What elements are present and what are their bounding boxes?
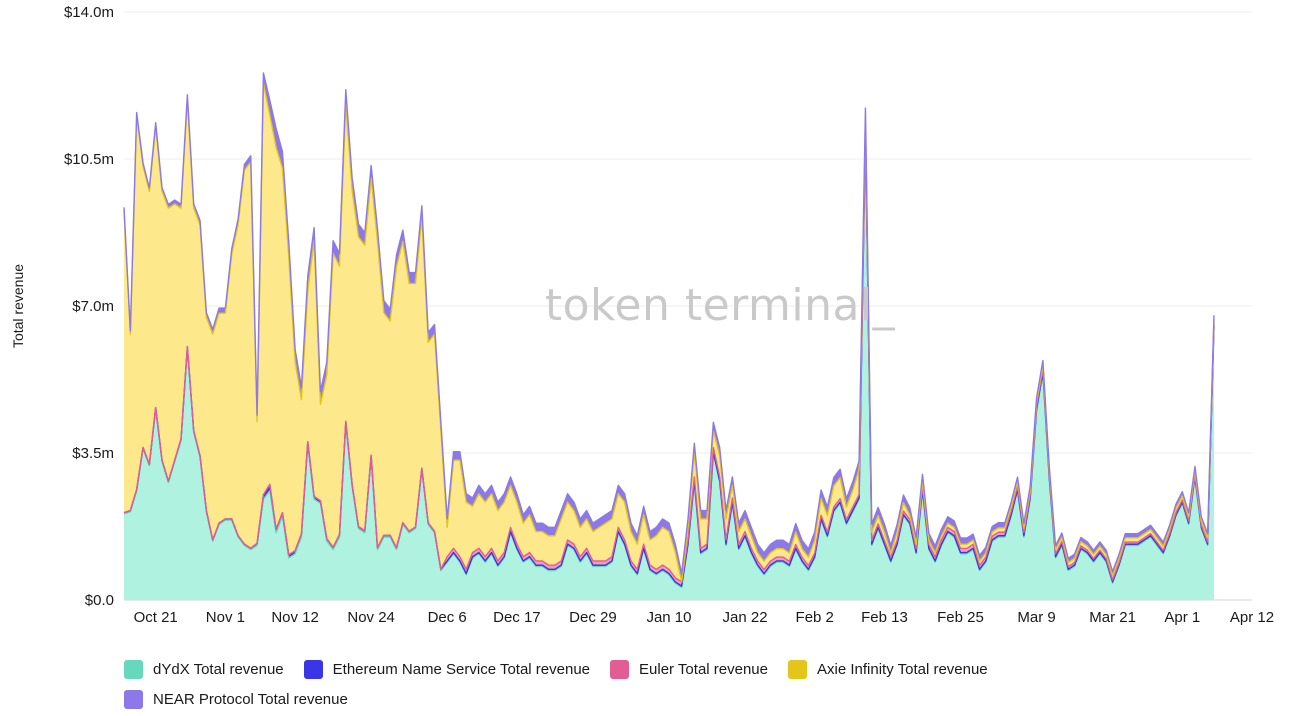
- legend-item[interactable]: Euler Total revenue: [610, 654, 768, 684]
- legend-item[interactable]: Axie Infinity Total revenue: [788, 654, 988, 684]
- x-tick-label: Mar 9: [1017, 609, 1055, 626]
- watermark-text: token terminal_: [545, 280, 896, 331]
- legend-item[interactable]: NEAR Protocol Total revenue: [124, 684, 348, 714]
- line-series-4: [123, 72, 1215, 575]
- legend-swatch: [124, 659, 143, 679]
- series-lines: [123, 72, 1215, 589]
- x-tick-label: Dec 17: [493, 609, 541, 626]
- x-tick-label: Feb 2: [796, 609, 834, 626]
- legend-label: Axie Infinity Total revenue: [817, 660, 988, 678]
- x-tick-label: Feb 25: [937, 609, 984, 626]
- legend-label: dYdX Total revenue: [153, 660, 284, 678]
- stacked-areas: [124, 72, 1214, 601]
- legend-item[interactable]: dYdX Total revenue: [124, 654, 284, 684]
- x-tick-label: Nov 24: [347, 609, 395, 626]
- x-tick-label: Jan 10: [646, 609, 691, 626]
- y-tick-label: $3.5m: [72, 445, 114, 462]
- x-tick-label: Dec 6: [428, 609, 467, 626]
- x-tick-label: Mar 21: [1089, 609, 1136, 626]
- legend-label: Euler Total revenue: [639, 660, 768, 678]
- legend-label: NEAR Protocol Total revenue: [153, 690, 348, 708]
- legend-label: Ethereum Name Service Total revenue: [332, 660, 591, 678]
- x-tick-label: Apr 12: [1230, 609, 1274, 626]
- y-tick-label: $10.5m: [64, 151, 114, 168]
- area-series-0: [124, 133, 1214, 601]
- x-tick-label: Oct 21: [134, 609, 178, 626]
- x-tick-label: Jan 22: [723, 609, 768, 626]
- legend-swatch: [788, 659, 807, 679]
- y-tick-label: $14.0m: [64, 4, 114, 21]
- chart-legend: dYdX Total revenue Ethereum Name Service …: [124, 654, 1124, 714]
- y-tick-label: $0.0: [85, 592, 114, 609]
- y-tick-label: $7.0m: [72, 298, 114, 315]
- x-tick-label: Dec 29: [569, 609, 617, 626]
- x-tick-label: Nov 1: [206, 609, 245, 626]
- legend-swatch: [303, 659, 323, 679]
- x-tick-label: Apr 1: [1164, 609, 1200, 626]
- y-axis-ticks: $0.0 $3.5m $7.0m $10.5m $14.0m: [64, 4, 114, 609]
- legend-item[interactable]: Ethereum Name Service Total revenue: [303, 654, 591, 684]
- legend-swatch: [610, 659, 630, 679]
- y-axis-title: Total revenue: [10, 264, 26, 348]
- area-series-3: [124, 83, 1214, 582]
- revenue-area-chart: $0.0 $3.5m $7.0m $10.5m $14.0m Oct 21 Nov 1 No…: [10, 4, 1275, 626]
- x-tick-label: Feb 13: [861, 609, 908, 626]
- x-axis-ticks: Oct 21 Nov 1 Nov 12 Nov 24 Dec 6 Dec 17 Dec 29…: [134, 609, 1275, 626]
- legend-swatch: [124, 689, 143, 709]
- x-tick-label: Nov 12: [271, 609, 319, 626]
